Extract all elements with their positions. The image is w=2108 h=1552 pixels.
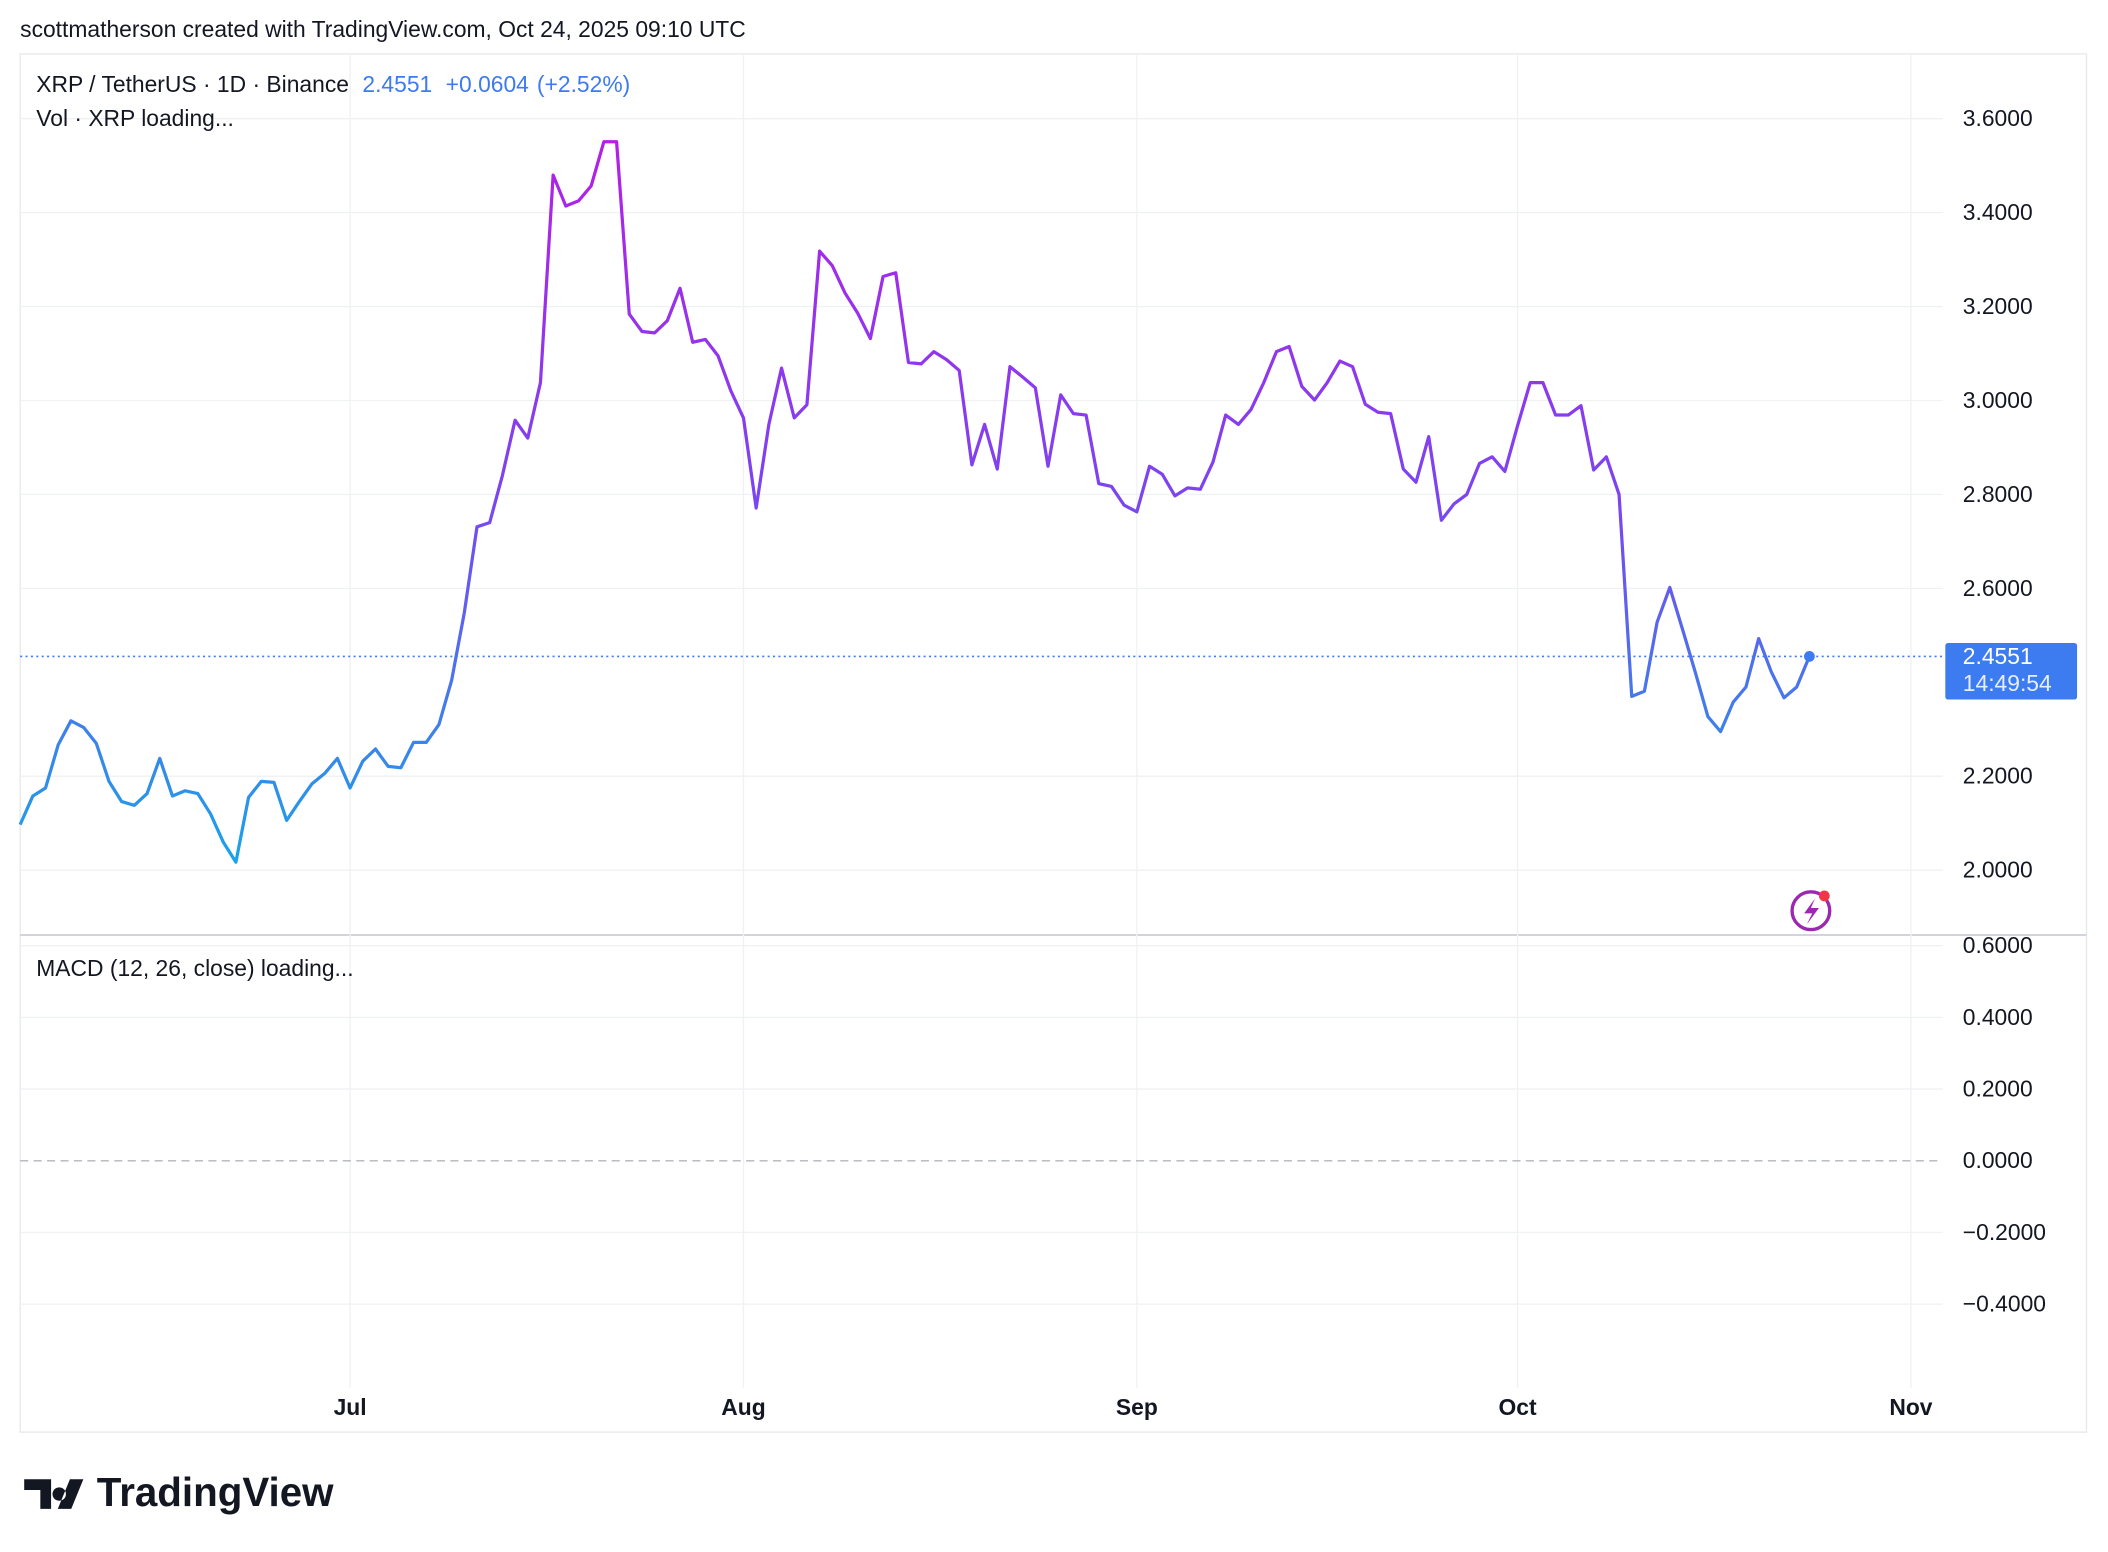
y-tick-label: 2.6000 [1963,575,2033,601]
y-tick-label: 3.4000 [1963,199,2033,225]
macd-legend: MACD (12, 26, close) loading... [36,955,353,981]
y-tick-label: 2.0000 [1963,857,2033,883]
change-pct: (+2.52%) [537,71,630,97]
x-tick-label: Jul [334,1394,367,1420]
lightning-icon[interactable] [1790,890,1832,932]
y-tick-label: 0.2000 [1963,1075,2033,1101]
y-tick-label: 0.4000 [1963,1004,2033,1030]
y-tick-label: −0.4000 [1963,1291,2046,1317]
price: 2.4551 [362,71,432,97]
y-tick-label: 2.2000 [1963,763,2033,789]
x-tick-label: Nov [1889,1394,1932,1420]
last-point [1804,651,1815,662]
change: +0.0604 [446,71,529,97]
volume-legend: Vol · XRP loading... [36,105,234,131]
symbol: XRP / TetherUS · 1D · Binance [36,71,349,97]
x-tick-label: Aug [721,1394,765,1420]
y-tick-label: −0.2000 [1963,1219,2046,1245]
logo-text: TradingView [97,1469,334,1515]
icon-ring[interactable] [1790,890,1832,932]
logo: TradingView [24,1469,334,1515]
credit: scottmatherson created with TradingView.… [20,16,746,42]
legend-line: XRP / TetherUS · 1D · Binance 2.4551 +0.06… [36,71,630,97]
price-tag-countdown: 14:49:54 [1963,670,2052,696]
y-tick-label: 3.6000 [1963,105,2033,131]
y-tick-label: 2.8000 [1963,481,2033,507]
y-tick-label: 3.0000 [1963,387,2033,413]
logo-mark [24,1479,84,1509]
grid [20,53,1943,1388]
x-tick-label: Oct [1499,1394,1537,1420]
icon-bolt[interactable] [1804,898,1819,925]
y-tick-label: 0.6000 [1963,932,2033,958]
price-line [18,140,1811,864]
y-tick-label: 3.2000 [1963,293,2033,319]
price-tag [1945,642,2078,700]
y-tick-label: 0.0000 [1963,1147,2033,1173]
x-tick-label: Sep [1116,1394,1158,1420]
icon-badge[interactable] [1818,890,1830,902]
price-tag-value: 2.4551 [1963,643,2033,669]
chart-frame [19,53,2088,1433]
